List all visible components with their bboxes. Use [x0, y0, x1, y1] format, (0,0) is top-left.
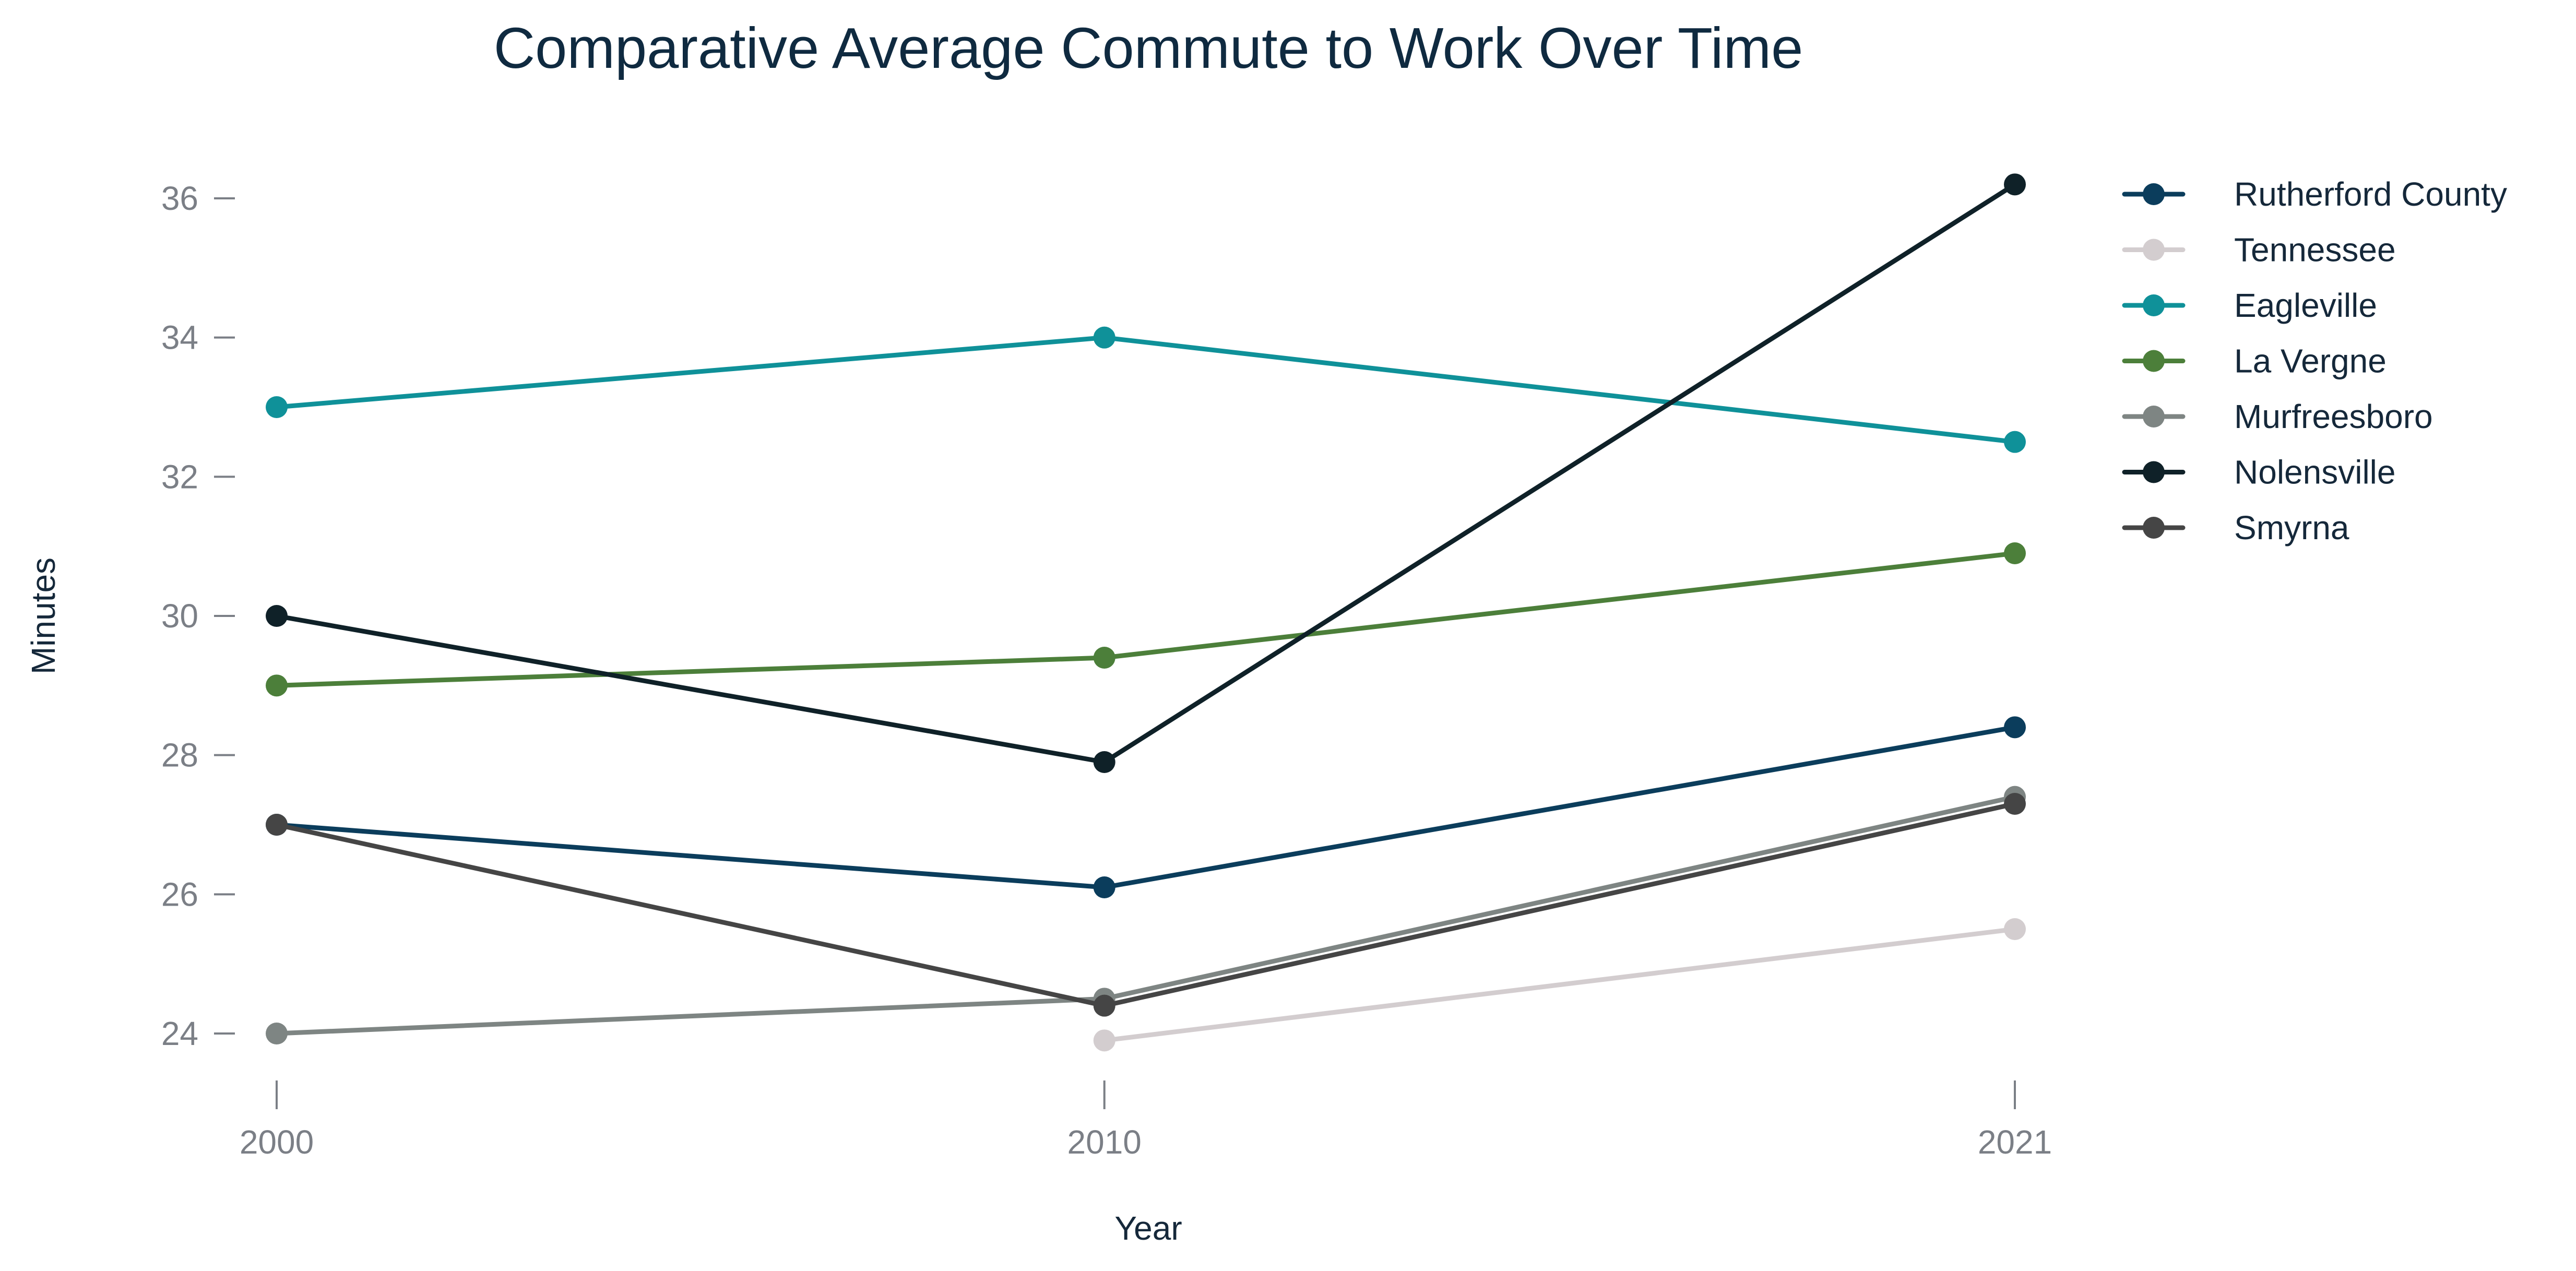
data-point	[2004, 793, 2026, 815]
data-point	[1093, 994, 1115, 1017]
legend-swatch-marker	[2143, 294, 2165, 316]
data-point	[2004, 542, 2026, 564]
series-layer	[266, 173, 2026, 1052]
legend-label: Rutherford County	[2234, 175, 2507, 213]
legend-label: La Vergne	[2234, 342, 2387, 380]
legend-label: Murfreesboro	[2234, 398, 2433, 435]
legend-swatch-marker	[2143, 461, 2165, 483]
x-axis: 2000 2010 2021	[240, 1080, 2052, 1161]
x-axis-label: Year	[1114, 1209, 1182, 1247]
series-line	[1102, 926, 2017, 1043]
series-line	[274, 801, 2017, 1008]
legend-label: Smyrna	[2234, 509, 2349, 547]
data-point	[1093, 876, 1115, 898]
series-eagleville	[266, 326, 2026, 453]
data-point	[1093, 1029, 1115, 1052]
data-point	[2004, 431, 2026, 453]
data-point	[266, 674, 288, 697]
legend: Rutherford County Tennessee Eagleville La V…	[2122, 175, 2507, 547]
series-murfreesboro	[266, 786, 2026, 1044]
y-tick-label: 30	[161, 597, 198, 635]
legend-swatch-marker	[2143, 239, 2165, 261]
x-tick-label: 2000	[240, 1123, 314, 1161]
y-axis-label: Minutes	[25, 557, 62, 674]
series-la-vergne	[266, 542, 2026, 697]
legend-item: Rutherford County	[2122, 175, 2507, 213]
series-rutherford-county	[266, 716, 2026, 898]
legend-label: Tennessee	[2234, 231, 2396, 269]
y-tick-label: 24	[161, 1015, 198, 1052]
data-point	[266, 396, 288, 418]
legend-item: Murfreesboro	[2122, 398, 2433, 435]
legend-item: Smyrna	[2122, 509, 2349, 547]
data-point	[2004, 716, 2026, 739]
legend-item: La Vergne	[2122, 342, 2387, 380]
legend-item: Eagleville	[2122, 287, 2377, 324]
legend-label: Nolensville	[2234, 454, 2395, 491]
series-line	[274, 551, 2017, 688]
data-point	[266, 814, 288, 836]
y-tick-label: 32	[161, 458, 198, 495]
legend-swatch-marker	[2143, 517, 2165, 539]
y-tick-label: 26	[161, 875, 198, 913]
legend-swatch-marker	[2143, 350, 2165, 372]
data-point	[2004, 918, 2026, 940]
data-point	[266, 1023, 288, 1044]
data-point	[1093, 647, 1115, 669]
chart-title: Comparative Average Commute to Work Over…	[494, 16, 1803, 80]
legend-item: Nolensville	[2122, 454, 2395, 491]
y-tick-label: 28	[161, 737, 198, 774]
series-line	[274, 335, 2017, 445]
data-point	[1093, 751, 1115, 773]
x-tick-label: 2010	[1067, 1123, 1142, 1161]
data-point	[266, 605, 288, 627]
series-tennessee	[1093, 918, 2026, 1052]
data-point	[1093, 326, 1115, 349]
legend-item: Tennessee	[2122, 231, 2396, 269]
y-axis: 24 26 28 30 32 34 36	[161, 180, 235, 1052]
x-tick-label: 2021	[1978, 1123, 2052, 1161]
data-point	[2004, 173, 2026, 196]
y-tick-label: 36	[161, 180, 198, 217]
legend-label: Eagleville	[2234, 287, 2377, 324]
y-tick-label: 34	[161, 319, 198, 357]
series-smyrna	[266, 793, 2026, 1017]
series-nolensville	[266, 173, 2026, 773]
legend-swatch-marker	[2143, 183, 2165, 205]
legend-swatch-marker	[2143, 406, 2165, 427]
